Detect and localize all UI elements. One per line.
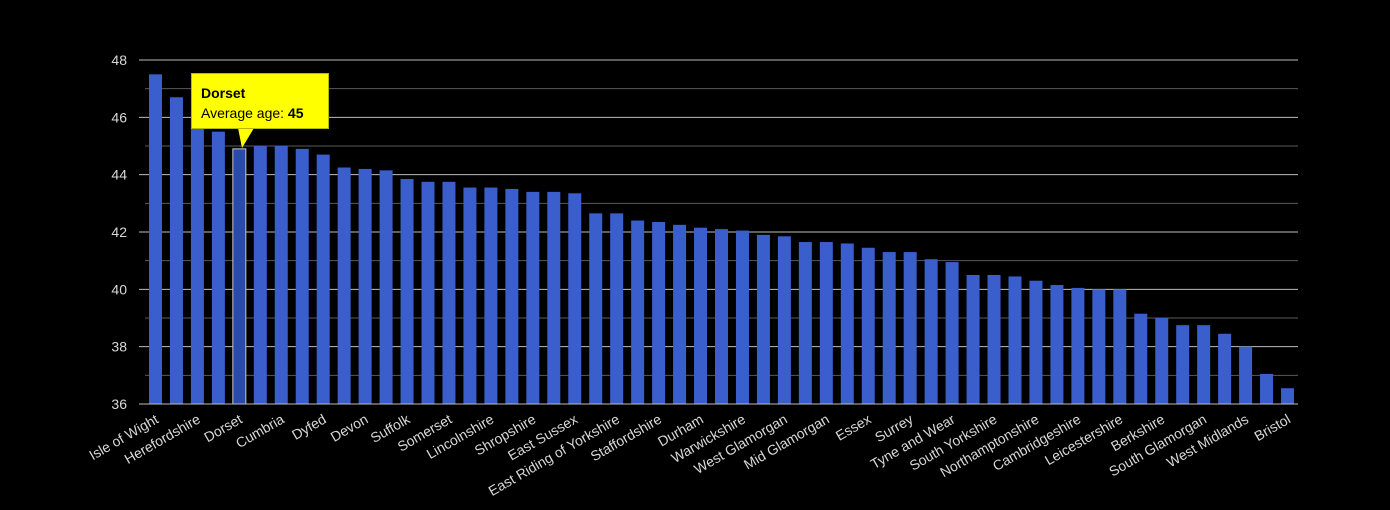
bar[interactable] [400, 178, 414, 404]
tooltip: Dorset Average age: 45 [191, 73, 329, 129]
bar[interactable] [652, 221, 666, 404]
bar[interactable] [987, 275, 1001, 404]
bar[interactable] [568, 193, 582, 404]
bar[interactable] [484, 187, 498, 404]
bar[interactable] [882, 252, 896, 404]
y-tick-label: 40 [111, 281, 127, 297]
bar[interactable] [421, 181, 435, 404]
y-tick-label: 38 [111, 339, 127, 355]
bar[interactable] [1155, 318, 1169, 404]
y-tick-label: 36 [111, 396, 127, 412]
bar[interactable] [1218, 333, 1232, 404]
bar[interactable] [316, 154, 330, 404]
x-tick-label: Dyfed [289, 411, 329, 443]
tooltip-value: 45 [287, 105, 304, 121]
bar[interactable] [610, 213, 624, 404]
bar[interactable] [379, 170, 393, 404]
y-tick-label: 42 [111, 224, 127, 240]
bar[interactable] [840, 243, 854, 404]
tooltip-label: Average age: [201, 105, 288, 121]
bar[interactable] [945, 262, 959, 404]
bar[interactable] [1197, 325, 1211, 404]
bar[interactable] [1239, 346, 1253, 404]
x-tick-label: Bristol [1251, 411, 1293, 444]
tooltip-title: Dorset [201, 85, 246, 101]
bar[interactable] [735, 230, 749, 404]
bar[interactable] [1092, 289, 1106, 404]
y-tick-label: 44 [111, 167, 127, 183]
y-axis: 36 38 40 42 44 46 48 [111, 52, 127, 412]
bar[interactable] [337, 167, 351, 405]
bar[interactable] [1281, 388, 1295, 404]
bar[interactable] [924, 259, 938, 404]
bar-highlighted[interactable] [232, 148, 247, 405]
bar[interactable] [1134, 313, 1148, 404]
bar[interactable] [442, 181, 456, 404]
bar[interactable] [169, 97, 183, 405]
bar[interactable] [715, 229, 728, 404]
bar[interactable] [1050, 285, 1064, 404]
bar[interactable] [694, 227, 708, 404]
bar[interactable] [190, 120, 204, 404]
bar[interactable] [1113, 289, 1127, 404]
y-tick-label: 46 [111, 109, 127, 125]
bar[interactable] [463, 187, 477, 404]
bar[interactable] [589, 213, 603, 404]
bars [148, 74, 1295, 405]
x-tick-label: Devon [328, 411, 371, 445]
bar[interactable] [1008, 276, 1022, 404]
bar[interactable] [1176, 325, 1190, 404]
tooltip-pointer [238, 128, 254, 148]
bar[interactable] [756, 234, 770, 404]
bar[interactable] [295, 148, 309, 404]
bar[interactable] [505, 189, 519, 404]
bar[interactable] [253, 146, 267, 404]
bar[interactable] [526, 191, 540, 404]
bar[interactable] [777, 236, 791, 404]
bar[interactable] [966, 275, 980, 404]
bar[interactable] [903, 252, 917, 404]
bar[interactable] [1260, 373, 1274, 404]
bar[interactable] [798, 242, 812, 404]
bar[interactable] [211, 131, 225, 404]
bar[interactable] [673, 224, 687, 404]
bar[interactable] [274, 146, 288, 404]
bar[interactable] [148, 74, 162, 404]
bar[interactable] [358, 168, 372, 404]
bar[interactable] [819, 242, 833, 404]
tooltip-line: Average age: 45 [201, 103, 319, 123]
x-tick-label: Cumbria [233, 411, 287, 451]
bar[interactable] [631, 220, 645, 404]
bar[interactable] [861, 247, 875, 404]
y-tick-label: 48 [111, 52, 127, 68]
bar[interactable] [547, 191, 561, 404]
bar[interactable] [1029, 280, 1043, 404]
bar[interactable] [1071, 287, 1085, 404]
x-tick-label: Essex [833, 411, 874, 444]
